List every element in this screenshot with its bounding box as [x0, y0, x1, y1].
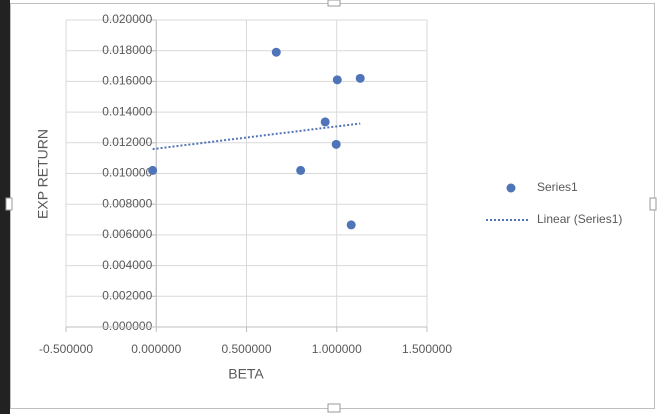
- point: [271, 47, 281, 57]
- x-tick-label: 1.500000: [402, 342, 452, 356]
- point: [346, 220, 356, 230]
- legend-marker: [506, 183, 516, 193]
- handle: [649, 197, 657, 211]
- y-tick-label: 0.008000: [102, 196, 152, 210]
- y-tick-label: 0.018000: [102, 43, 152, 57]
- y-tick-label: 0.020000: [102, 12, 152, 26]
- x-tick-label: 0.000000: [131, 342, 181, 356]
- point: [331, 139, 341, 149]
- x-tick-label: 0.500000: [221, 342, 271, 356]
- point: [148, 165, 158, 175]
- handle: [327, 0, 341, 7]
- x-axis-title: BETA: [228, 366, 264, 382]
- legend-label: Linear (Series1): [537, 212, 622, 226]
- y-tick-label: 0.010000: [102, 166, 152, 180]
- point: [332, 75, 342, 85]
- point: [296, 165, 306, 175]
- sheet-edge: [0, 0, 10, 414]
- x-tick-label: -0.500000: [39, 342, 93, 356]
- y-tick-label: 0.006000: [102, 227, 152, 241]
- handle: [5, 197, 13, 211]
- y-tick-label: 0.014000: [102, 104, 152, 118]
- point: [355, 73, 365, 83]
- y-axis-title: EXP RETURN: [35, 129, 51, 219]
- y-tick-label: 0.004000: [102, 258, 152, 272]
- legend-label: Series1: [537, 180, 578, 194]
- y-tick-label: 0.016000: [102, 74, 152, 88]
- y-tick-label: 0.012000: [102, 135, 152, 149]
- point: [320, 117, 330, 127]
- x-tick-label: 1.000000: [312, 342, 362, 356]
- y-tick-label: 0.000000: [102, 319, 152, 333]
- chart-frame: [10, 3, 655, 409]
- handle: [327, 403, 341, 413]
- y-tick-label: 0.002000: [102, 288, 152, 302]
- trendline: [152, 122, 361, 151]
